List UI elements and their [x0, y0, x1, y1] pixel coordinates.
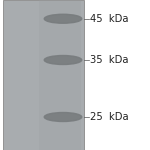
Text: 45  kDa: 45 kDa — [90, 14, 129, 24]
Text: 25  kDa: 25 kDa — [90, 112, 129, 122]
Ellipse shape — [44, 112, 82, 122]
FancyBboxPatch shape — [39, 0, 81, 150]
Ellipse shape — [44, 56, 82, 64]
FancyBboxPatch shape — [3, 0, 84, 150]
Text: 35  kDa: 35 kDa — [90, 55, 129, 65]
Ellipse shape — [44, 14, 82, 23]
